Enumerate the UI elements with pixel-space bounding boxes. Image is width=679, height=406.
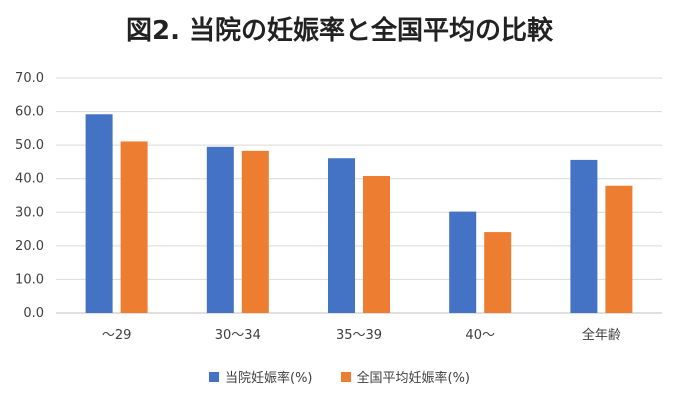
y-tick-label: 60.0	[15, 105, 44, 120]
y-axis-ticks: 0.0 10.0 20.0 30.0 40.0 50.0 60.0 70.0	[15, 71, 44, 321]
bars	[85, 114, 633, 313]
bar-national-2	[363, 176, 390, 313]
y-tick-label: 0.0	[23, 306, 44, 321]
x-axis-labels: ～29 30～34 35～39 40～ 全年齢	[102, 327, 621, 343]
x-tick-label: 35～39	[336, 328, 382, 343]
legend-item-hospital: 当院妊娠率(%)	[209, 367, 313, 386]
legend-label-national: 全国平均妊娠率(%)	[356, 371, 471, 386]
legend-label-hospital: 当院妊娠率(%)	[225, 371, 313, 386]
bar-hospital-4	[570, 159, 598, 313]
legend: 当院妊娠率(%) 全国平均妊娠率(%)	[0, 367, 679, 386]
x-tick-label: 全年齢	[582, 327, 621, 343]
y-tick-label: 50.0	[15, 138, 44, 153]
x-tick-label: 40～	[465, 328, 495, 343]
bar-hospital-3	[449, 211, 477, 313]
y-tick-label: 10.0	[15, 272, 44, 287]
legend-item-national: 全国平均妊娠率(%)	[340, 367, 471, 386]
bar-hospital-2	[328, 158, 355, 313]
y-tick-label: 20.0	[15, 239, 44, 254]
y-tick-label: 70.0	[15, 71, 44, 86]
x-tick-label: ～29	[102, 328, 132, 343]
gridlines	[56, 77, 662, 314]
bar-national-1	[241, 150, 269, 313]
legend-swatch-hospital	[209, 371, 219, 382]
x-tick-label: 30～34	[215, 328, 261, 343]
bar-national-3	[484, 232, 512, 313]
chart-title: 図2. 当院の妊娠率と全国平均の比較	[125, 16, 554, 46]
legend-swatch-national	[340, 371, 351, 382]
y-tick-label: 30.0	[15, 205, 44, 220]
bar-hospital-1	[206, 146, 234, 313]
y-tick-label: 40.0	[15, 172, 44, 187]
bar-national-0	[120, 141, 148, 313]
bar-hospital-0	[85, 114, 113, 313]
bar-national-4	[605, 185, 633, 313]
